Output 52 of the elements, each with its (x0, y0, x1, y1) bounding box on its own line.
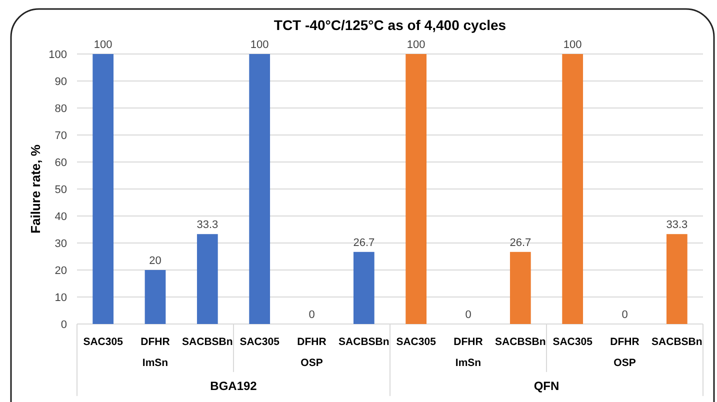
data-label: 26.7 (353, 236, 375, 249)
y-tick-label: 100 (48, 49, 67, 61)
text: ImSn (142, 357, 168, 369)
bar (562, 54, 584, 324)
y-axis-title: Failure rate, % (28, 144, 43, 234)
text: QFN (534, 379, 560, 393)
bar (406, 54, 427, 324)
x-tick-label: DFHR (454, 336, 484, 348)
data-label: 100 (563, 39, 582, 51)
text: BGA192 (210, 379, 258, 393)
text: OSP (300, 357, 323, 369)
data-label: 0 (308, 309, 315, 321)
x-tick-label: SAC305 (240, 336, 280, 348)
data-label: 33.3 (666, 219, 688, 232)
bar (510, 252, 531, 324)
chart-title: TCT -40°C/125°C as of 4,400 cycles (274, 17, 506, 33)
text: ImSn (455, 357, 482, 369)
x-tick-label: SAC305 (552, 336, 593, 348)
x-tick-label: DFHR (610, 336, 640, 348)
bar (92, 54, 114, 324)
x-tick-label: SACBSBn (652, 336, 702, 348)
x-tick-label: DFHR (140, 336, 170, 348)
data-label: 0 (622, 309, 628, 321)
y-tick-label: 80 (54, 103, 67, 115)
bar (144, 270, 166, 324)
data-label: 26.7 (510, 236, 532, 249)
y-tick-label: 60 (54, 157, 67, 169)
y-tick-label: 30 (54, 238, 67, 250)
bar (666, 234, 688, 324)
x-tick-label: SACBSBn (495, 336, 546, 348)
bar (353, 252, 374, 324)
x-tick-label: SACBSBn (182, 336, 233, 348)
data-label: 100 (250, 39, 269, 51)
x-tick-label: SAC305 (396, 336, 436, 348)
data-label: 100 (94, 39, 112, 51)
bar (249, 54, 270, 324)
y-tick-label: 50 (54, 184, 67, 196)
x-tick-label: SACBSBn (338, 336, 390, 348)
x-tick-label: SAC305 (83, 336, 124, 348)
bar (196, 234, 218, 324)
y-tick-label: 90 (54, 76, 67, 88)
y-tick-label: 70 (54, 130, 67, 142)
x-tick-label: DFHR (297, 336, 327, 348)
data-label: 33.3 (196, 219, 218, 232)
y-tick-label: 20 (54, 265, 67, 277)
text: OSP (614, 357, 636, 369)
data-label: 0 (465, 309, 472, 321)
data-label: 20 (149, 255, 162, 267)
data-label: 100 (406, 39, 426, 51)
y-tick-label: 0 (60, 319, 67, 331)
y-tick-label: 10 (54, 292, 67, 304)
y-tick-label: 40 (54, 211, 67, 223)
